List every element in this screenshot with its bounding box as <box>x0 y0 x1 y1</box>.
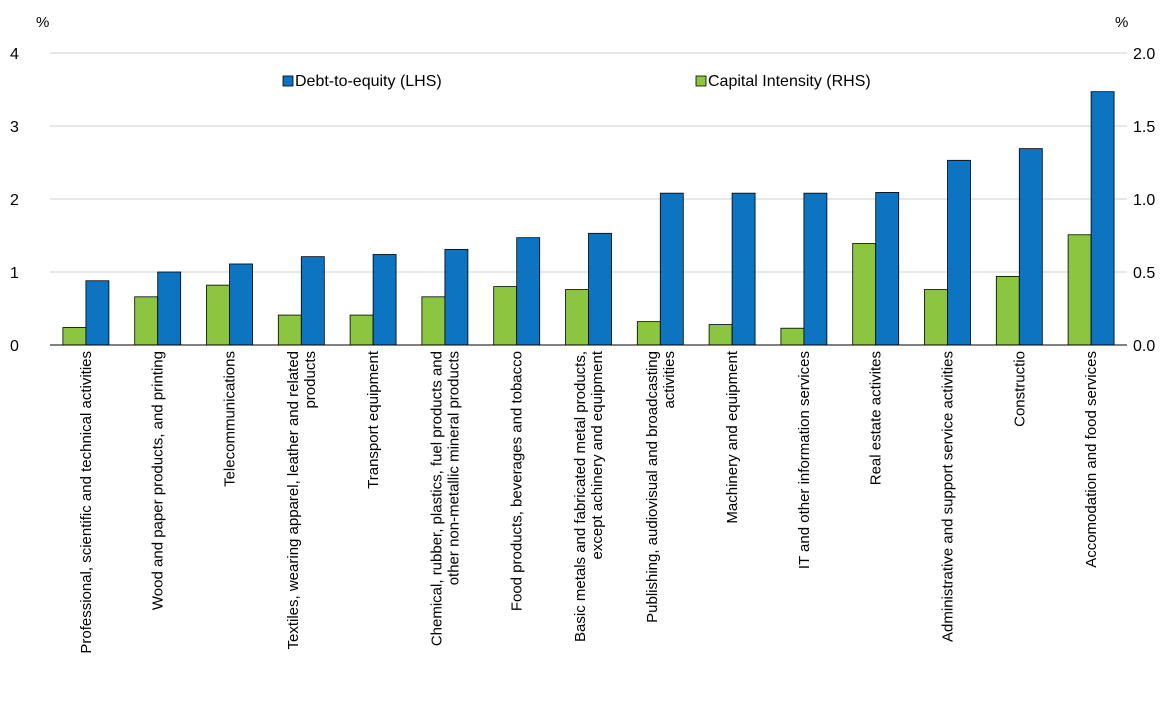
bar-debt-to-equity <box>229 263 253 346</box>
category-label: Telecommunications <box>222 351 239 487</box>
bar-debt-to-equity <box>372 254 397 346</box>
left-tick-label: 2 <box>10 192 19 209</box>
category-label: Professional, scientific and technical a… <box>78 351 95 654</box>
bar-debt-to-equity <box>516 237 541 346</box>
right-tick-label: 2.0 <box>1133 46 1155 63</box>
bar-capital-intensity <box>852 243 877 346</box>
category-label: other non-metallic mineral products <box>445 351 462 585</box>
bar-debt-to-equity <box>300 256 325 346</box>
left-tick-label: 4 <box>10 46 19 63</box>
bar-capital-intensity <box>277 314 302 346</box>
bar-debt-to-equity <box>1090 91 1115 346</box>
category-label: Machinery and equipment <box>724 350 741 523</box>
left-tick-label: 0 <box>10 338 19 355</box>
right-tick-label: 1.0 <box>1133 192 1155 209</box>
category-labels: Professional, scientific and technical a… <box>78 350 1100 653</box>
bar-debt-to-equity <box>588 232 612 346</box>
category-label: Chemical, rubber, plastics, fuel product… <box>428 351 445 646</box>
right-tick-label: 1.5 <box>1133 119 1155 136</box>
bar-debt-to-equity <box>947 159 971 346</box>
category-label: products <box>302 351 319 409</box>
bar-capital-intensity <box>421 296 446 346</box>
category-label: Transport equipment <box>365 350 382 489</box>
right-tick-label: 0.0 <box>1133 338 1155 355</box>
bar-debt-to-equity <box>731 192 756 346</box>
bar-capital-intensity <box>636 321 661 346</box>
category-label: Publishing, audiovisual and broadcasting <box>644 351 661 623</box>
category-label: activities <box>661 351 678 409</box>
bar-debt-to-equity <box>157 271 182 346</box>
legend-swatch <box>695 75 707 87</box>
bar-capital-intensity <box>493 286 518 346</box>
bar-capital-intensity <box>1067 234 1092 346</box>
category-label: Basic metals and fabricated metal produc… <box>572 351 589 642</box>
category-label: IT and other information services <box>796 351 813 569</box>
legend: Debt-to-equity (LHS) Capital Intensity (R… <box>282 73 871 90</box>
bars <box>62 91 1115 346</box>
category-label: Administrative and support service activ… <box>940 351 957 642</box>
bar-debt-to-equity <box>803 192 828 346</box>
category-label: Food products, beverages and tobacco <box>509 351 526 611</box>
bar-capital-intensity <box>62 327 87 346</box>
bar-capital-intensity <box>349 314 374 346</box>
category-label: Real estate activites <box>868 351 885 485</box>
bar-capital-intensity <box>206 284 230 346</box>
left-axis-unit: % <box>36 14 49 31</box>
left-tick-label: 3 <box>10 119 19 136</box>
left-axis: 0 1 2 3 4 <box>10 46 19 355</box>
left-tick-label: 1 <box>10 265 19 282</box>
category-label: Textiles, wearing apparel, leather and r… <box>285 351 302 650</box>
right-axis-unit: % <box>1115 14 1128 31</box>
category-label: Wood and paper products, and printing <box>150 351 167 610</box>
bar-debt-to-equity <box>444 248 469 346</box>
bar-capital-intensity <box>780 327 805 346</box>
bar-capital-intensity <box>708 324 733 346</box>
bar-debt-to-equity <box>875 192 900 346</box>
bar-debt-to-equity <box>659 192 684 346</box>
category-label: Accomodation and food services <box>1083 351 1100 568</box>
legend-label: Debt-to-equity (LHS) <box>295 73 442 90</box>
bar-capital-intensity <box>995 275 1020 346</box>
right-tick-label: 0.5 <box>1133 265 1155 282</box>
bar-capital-intensity <box>924 289 948 346</box>
bar-capital-intensity <box>134 296 159 346</box>
right-axis: 0.0 0.5 1.0 1.5 2.0 <box>1133 46 1155 355</box>
bar-debt-to-equity <box>1018 148 1043 346</box>
legend-swatch <box>282 75 294 87</box>
bar-debt-to-equity <box>85 280 110 346</box>
bar-capital-intensity <box>565 289 589 346</box>
category-label: Constructio <box>1011 351 1028 427</box>
category-label: except achinery and equipment <box>589 350 606 559</box>
legend-label: Capital Intensity (RHS) <box>708 73 871 90</box>
